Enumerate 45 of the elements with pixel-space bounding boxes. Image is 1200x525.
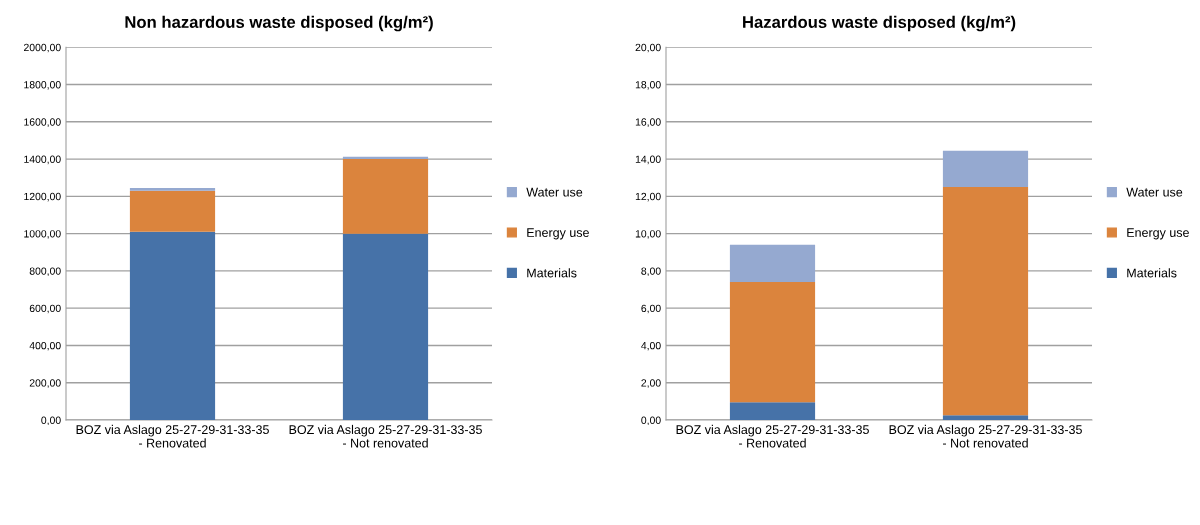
y-tick-label: 400,00 [29, 341, 61, 351]
legend-label: Water use [1126, 187, 1183, 197]
bar [729, 244, 816, 283]
x-tick-label: BOZ via Aslago 25-27-29-31-33-35 - Not renovated [889, 424, 1082, 448]
y-tick-label: 16,00 [635, 118, 661, 127]
chart-title: Non hazardous waste disposed (kg/m²) [125, 15, 433, 32]
bar [342, 233, 429, 420]
y-tick-label: 2000,00 [24, 43, 61, 53]
y-tick-label: 14,00 [635, 155, 661, 165]
y-tick-label: 18,00 [635, 81, 661, 90]
bar [729, 402, 816, 420]
legend-label: Materials [527, 268, 577, 278]
y-tick-label: 1400,00 [24, 155, 61, 165]
bar [729, 282, 816, 403]
y-tick-label: 1000,00 [24, 230, 61, 239]
y-tick-label: 1600,00 [24, 118, 61, 127]
bar [942, 187, 1029, 416]
y-tick-label: 0,00 [641, 416, 661, 426]
y-tick-label: 6,00 [641, 304, 661, 314]
y-tick-label: 600,00 [29, 304, 61, 314]
bar [129, 231, 216, 420]
y-tick-label: 4,00 [641, 341, 661, 351]
bar [342, 159, 429, 234]
y-tick-label: 1200,00 [24, 192, 61, 202]
y-tick-label: 0,00 [41, 416, 61, 426]
x-tick-label: BOZ via Aslago 25-27-29-31-33-35 - Not renovated [289, 424, 482, 448]
x-tick-label: BOZ via Aslago 25-27-29-31-33-35 - Renovated [676, 424, 869, 448]
y-tick-label: 200,00 [29, 379, 61, 388]
chart-title: Hazardous waste disposed (kg/m²) [743, 15, 1016, 32]
bar [129, 187, 216, 191]
bar [942, 415, 1029, 420]
x-tick-label: BOZ via Aslago 25-27-29-31-33-35 - Renovated [76, 424, 269, 448]
legend-label: Energy use [1127, 228, 1189, 240]
y-tick-label: 20,00 [635, 43, 661, 53]
y-tick-label: 12,00 [635, 192, 661, 202]
bar [942, 150, 1029, 188]
y-tick-label: 1800,00 [24, 81, 61, 90]
legend-label: Energy use [527, 228, 589, 240]
bar [129, 190, 216, 232]
legend-label: Materials [1127, 268, 1177, 278]
y-tick-label: 8,00 [641, 267, 661, 277]
y-tick-label: 800,00 [29, 267, 61, 277]
legend-label: Water use [526, 187, 583, 197]
y-tick-label: 10,00 [635, 230, 661, 239]
y-tick-label: 2,00 [641, 379, 661, 388]
